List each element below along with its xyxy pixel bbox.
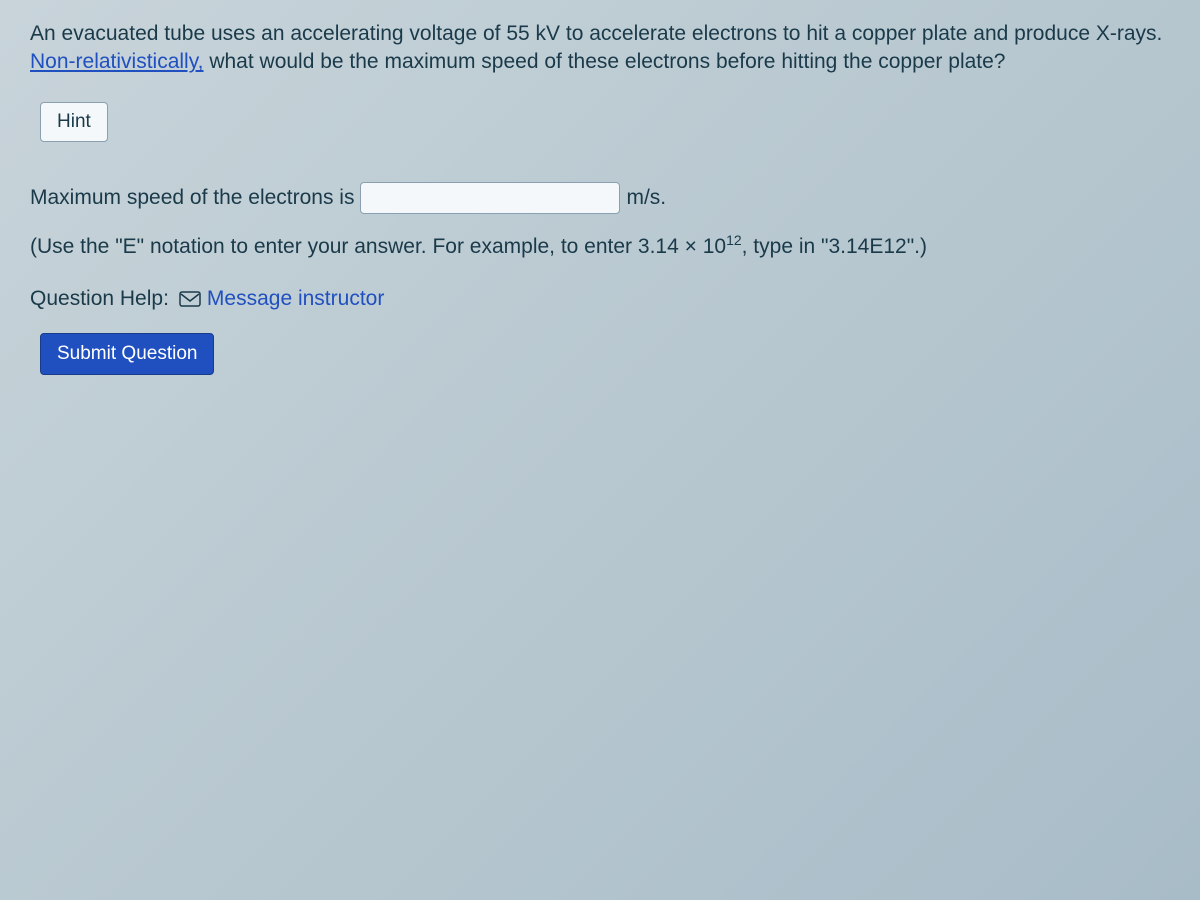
notation-math-base: 3.14 × 10 <box>638 235 726 258</box>
message-instructor-link[interactable]: Message instructor <box>207 287 384 311</box>
question-part1: An evacuated tube uses an accelerating v… <box>30 22 1162 45</box>
question-text: An evacuated tube uses an accelerating v… <box>30 20 1170 77</box>
question-link[interactable]: Non-relativistically, <box>30 50 204 73</box>
answer-line: Maximum speed of the electrons is m/s. <box>30 182 1170 214</box>
notation-line: (Use the "E" notation to enter your answ… <box>30 232 1170 259</box>
mail-icon <box>179 291 201 307</box>
answer-input[interactable] <box>360 182 620 214</box>
answer-label-before: Maximum speed of the electrons is <box>30 186 354 210</box>
notation-suffix: , type in "3.14E12".) <box>742 235 927 258</box>
help-label: Question Help: <box>30 287 169 311</box>
hint-button[interactable]: Hint <box>40 102 108 142</box>
notation-prefix: (Use the "E" notation to enter your answ… <box>30 235 638 258</box>
notation-math-exp: 12 <box>726 232 742 248</box>
submit-button[interactable]: Submit Question <box>40 333 214 375</box>
answer-label-after: m/s. <box>626 186 666 210</box>
question-part2: what would be the maximum speed of these… <box>204 50 1006 73</box>
help-line: Question Help: Message instructor <box>30 287 1170 311</box>
